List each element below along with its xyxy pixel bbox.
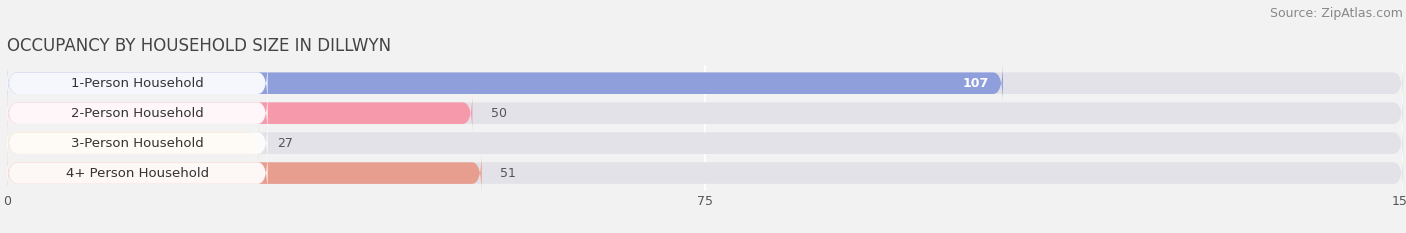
Text: 2-Person Household: 2-Person Household [70, 107, 204, 120]
Text: 27: 27 [277, 137, 292, 150]
FancyBboxPatch shape [7, 123, 1403, 164]
Text: 50: 50 [491, 107, 508, 120]
FancyBboxPatch shape [7, 153, 482, 194]
FancyBboxPatch shape [7, 63, 267, 104]
FancyBboxPatch shape [7, 63, 1002, 104]
FancyBboxPatch shape [7, 153, 1403, 194]
Text: 107: 107 [963, 77, 988, 90]
FancyBboxPatch shape [7, 93, 267, 134]
Text: OCCUPANCY BY HOUSEHOLD SIZE IN DILLWYN: OCCUPANCY BY HOUSEHOLD SIZE IN DILLWYN [7, 37, 391, 55]
FancyBboxPatch shape [7, 63, 1403, 104]
Text: 1-Person Household: 1-Person Household [70, 77, 204, 90]
FancyBboxPatch shape [7, 93, 1403, 134]
FancyBboxPatch shape [7, 123, 267, 164]
Text: Source: ZipAtlas.com: Source: ZipAtlas.com [1270, 7, 1403, 20]
FancyBboxPatch shape [7, 93, 472, 134]
Text: 4+ Person Household: 4+ Person Household [66, 167, 209, 180]
FancyBboxPatch shape [7, 123, 259, 164]
FancyBboxPatch shape [7, 153, 267, 194]
Text: 3-Person Household: 3-Person Household [70, 137, 204, 150]
Text: 51: 51 [501, 167, 516, 180]
